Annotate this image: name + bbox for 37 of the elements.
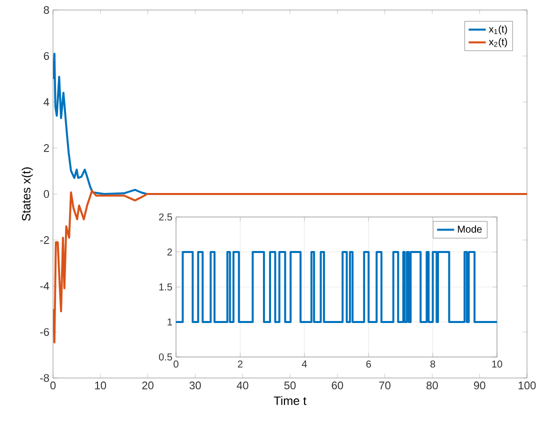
x-tick-label: 40 xyxy=(236,382,248,390)
x-tick-label: 30 xyxy=(190,382,201,390)
x-tick-label: 10 xyxy=(492,360,502,368)
legend-label: x$_{2}$(t) xyxy=(488,38,507,48)
x-tick-label: 10 xyxy=(95,382,106,390)
y-tick-label: -4 xyxy=(40,282,50,290)
y-tick-label: -6 xyxy=(40,328,49,336)
x-tick-label: 6 xyxy=(366,360,371,368)
x-tick-label: 2 xyxy=(238,360,242,368)
x-tick-label: 50 xyxy=(284,382,296,390)
x-tick-label: 4 xyxy=(302,360,307,368)
y-tick-label: 1.5 xyxy=(159,283,172,290)
y-tick-label: 2 xyxy=(44,144,49,152)
x-tick-label: 100 xyxy=(518,382,536,390)
line-series xyxy=(53,190,527,344)
x-axis-title: Time t xyxy=(274,396,306,405)
x-tick-label: 8 xyxy=(430,360,436,368)
x-tick-label: 80 xyxy=(426,382,438,390)
x-tick-label: 70 xyxy=(379,382,390,390)
y-tick-label: 8 xyxy=(44,6,49,14)
x-tick-label: 20 xyxy=(142,382,154,390)
x-tick-label: 0 xyxy=(50,382,56,390)
y-tick-label: 6 xyxy=(44,52,49,60)
legend-label: x$_{1}$(t) xyxy=(488,25,507,35)
y-tick-label: 2.5 xyxy=(159,213,172,221)
y-tick-label: 0 xyxy=(44,190,50,198)
y-tick-label: -2 xyxy=(40,236,49,244)
y-tick-label: 4 xyxy=(44,98,50,106)
y-tick-label: 2 xyxy=(167,248,172,256)
y-tick-label: 0.5 xyxy=(158,353,172,361)
x-tick-label: 0 xyxy=(174,360,178,368)
y-axis-title: States x(t) xyxy=(22,167,33,221)
x-tick-label: 90 xyxy=(474,382,486,390)
x-tick-label: 60 xyxy=(332,382,344,390)
y-tick-label: -8 xyxy=(40,374,49,382)
legend-label: Mode xyxy=(458,225,482,233)
y-tick-label: 1 xyxy=(168,318,172,326)
